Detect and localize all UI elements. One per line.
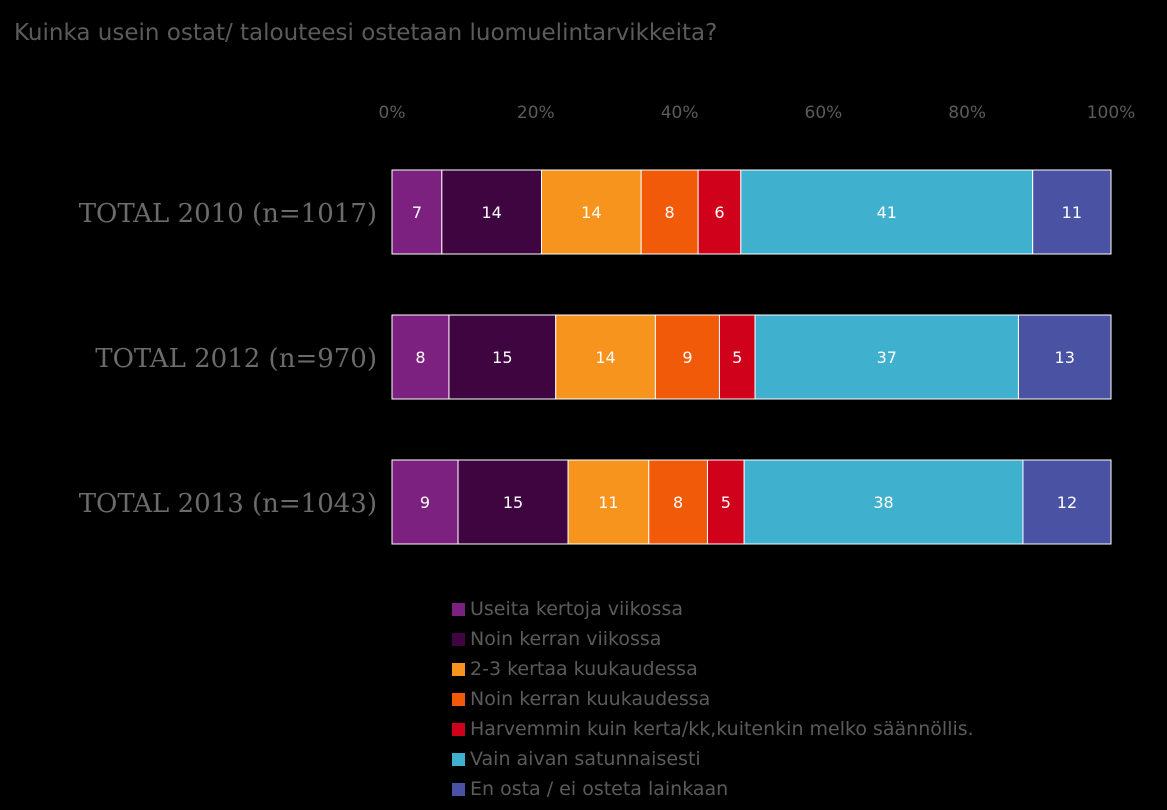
bar-data-label: 9 [682, 348, 692, 367]
legend-item: Useita kertoja viikossa [452, 594, 974, 624]
bar-segment [654, 314, 720, 400]
legend-label: Useita kertoja viikossa [470, 598, 683, 620]
legend-item: Vain aivan satunnaisesti [452, 744, 974, 774]
legend-swatch [452, 662, 465, 676]
x-axis-ticks: 0% 20% 40% 60% 80% 100% [379, 103, 1136, 123]
x-tick-label: 0% [379, 103, 406, 123]
legend-label: En osta / ei osteta lainkaan [470, 778, 729, 800]
bar-segment [743, 459, 1024, 545]
category-label: TOTAL 2013 (n=1043) [79, 489, 377, 519]
bar-data-label: 7 [412, 203, 422, 222]
bar-data-label: 12 [1057, 493, 1077, 512]
bar-data-label: 37 [877, 348, 897, 367]
legend-label: 2-3 kertaa kuukaudessa [470, 658, 698, 680]
bar-segment [1022, 459, 1112, 545]
legend-item: Harvemmin kuin kerta/kk,kuitenkin melko … [452, 714, 974, 744]
bar-segments [391, 169, 1112, 545]
legend-label: Vain aivan satunnaisesti [470, 748, 701, 770]
bar-data-label: 15 [503, 493, 523, 512]
bar-segment [740, 169, 1034, 255]
bar-segment [1017, 314, 1112, 400]
x-tick-label: 40% [661, 103, 699, 123]
bar-data-label: 11 [598, 493, 618, 512]
legend-label: Harvemmin kuin kerta/kk,kuitenkin melko … [470, 718, 974, 740]
legend-item: Noin kerran kuukaudessa [452, 684, 974, 714]
bar-segment [697, 169, 742, 255]
category-label: TOTAL 2010 (n=1017) [79, 199, 377, 229]
x-tick-label: 20% [517, 103, 555, 123]
legend-swatch [452, 692, 465, 706]
bar-data-labels: 7 14 14 8 6 41 11 8 15 14 9 5 37 13 9 15 11 8 5 38 12 [412, 203, 1082, 512]
category-labels: TOTAL 2010 (n=1017) TOTAL 2012 (n=970) TOT… [79, 199, 377, 519]
x-tick-label: 60% [805, 103, 843, 123]
bar-data-label: 41 [877, 203, 897, 222]
bar-data-label: 8 [665, 203, 675, 222]
legend-label: Noin kerran viikossa [470, 628, 662, 650]
bar-data-label: 8 [415, 348, 425, 367]
legend-swatch [452, 602, 465, 616]
bar-segment [391, 459, 459, 545]
bar-segment [718, 314, 756, 400]
bar-segment [648, 459, 708, 545]
legend-swatch [452, 632, 465, 646]
legend-swatch [452, 722, 465, 736]
chart-title: Kuinka usein ostat/ talouteesi ostetaan … [14, 20, 718, 46]
legend-swatch [452, 752, 465, 766]
legend-item: 2-3 kertaa kuukaudessa [452, 654, 974, 684]
bar-data-label: 14 [595, 348, 615, 367]
bar-data-label: 6 [714, 203, 724, 222]
bar-segment [540, 169, 642, 255]
bar-segment [640, 169, 699, 255]
bar-data-label: 8 [673, 493, 683, 512]
bar-segment [1032, 169, 1112, 255]
x-tick-label: 80% [948, 103, 986, 123]
stacked-bar-chart: 0% 20% 40% 60% 80% 100% TOTAL 2010 (n=1017)TO… [79, 103, 1136, 545]
category-label: TOTAL 2012 (n=970) [95, 344, 377, 374]
bar-segment [706, 459, 745, 545]
bar-data-label: 14 [581, 203, 601, 222]
bar-segment [448, 314, 557, 400]
bar-data-label: 38 [873, 493, 893, 512]
bar-data-label: 11 [1062, 203, 1082, 222]
legend-item: Noin kerran viikossa [452, 624, 974, 654]
bar-segment [567, 459, 650, 545]
bar-segment [457, 459, 569, 545]
x-tick-label: 100% [1087, 103, 1136, 123]
legend-label: Noin kerran kuukaudessa [470, 688, 711, 710]
bar-segment [754, 314, 1019, 400]
bar-segment [391, 169, 443, 255]
legend: Useita kertoja viikossa Noin kerran viiko… [452, 594, 974, 804]
bar-data-label: 5 [732, 348, 742, 367]
bar-segment [441, 169, 542, 255]
bar-data-label: 9 [420, 493, 430, 512]
bar-segment [555, 314, 656, 400]
legend-swatch [452, 782, 465, 796]
bar-data-label: 14 [481, 203, 501, 222]
bar-segment [391, 314, 450, 400]
legend-item: En osta / ei osteta lainkaan [452, 774, 974, 804]
bar-data-label: 13 [1055, 348, 1075, 367]
bar-data-label: 15 [492, 348, 512, 367]
bar-data-label: 5 [721, 493, 731, 512]
